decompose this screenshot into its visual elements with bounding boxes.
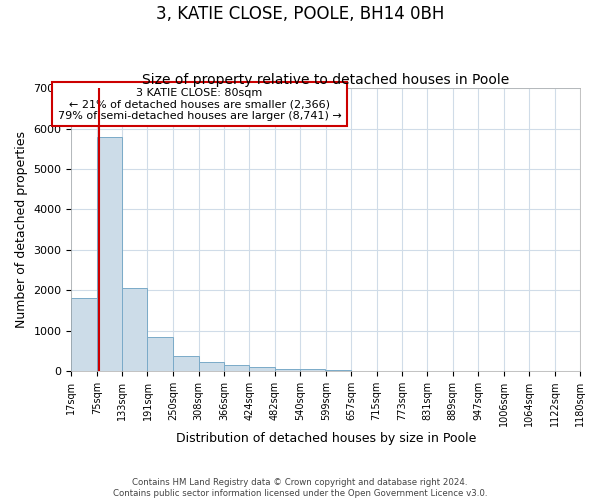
Text: 3, KATIE CLOSE, POOLE, BH14 0BH: 3, KATIE CLOSE, POOLE, BH14 0BH [156, 5, 444, 23]
Bar [326, 370, 351, 371]
Y-axis label: Number of detached properties: Number of detached properties [15, 131, 28, 328]
X-axis label: Distribution of detached houses by size in Poole: Distribution of detached houses by size … [176, 432, 476, 445]
Bar [173, 356, 199, 371]
Bar [351, 370, 377, 371]
Bar [250, 367, 275, 371]
Bar [148, 337, 173, 371]
Text: 3 KATIE CLOSE: 80sqm
← 21% of detached houses are smaller (2,366)
79% of semi-de: 3 KATIE CLOSE: 80sqm ← 21% of detached h… [58, 88, 341, 121]
Bar [97, 136, 122, 371]
Title: Size of property relative to detached houses in Poole: Size of property relative to detached ho… [142, 73, 509, 87]
Bar [199, 362, 224, 371]
Bar [224, 365, 250, 371]
Text: Contains HM Land Registry data © Crown copyright and database right 2024.
Contai: Contains HM Land Registry data © Crown c… [113, 478, 487, 498]
Bar [275, 368, 300, 371]
Bar [122, 288, 148, 371]
Bar [300, 369, 325, 371]
Bar [71, 298, 97, 371]
